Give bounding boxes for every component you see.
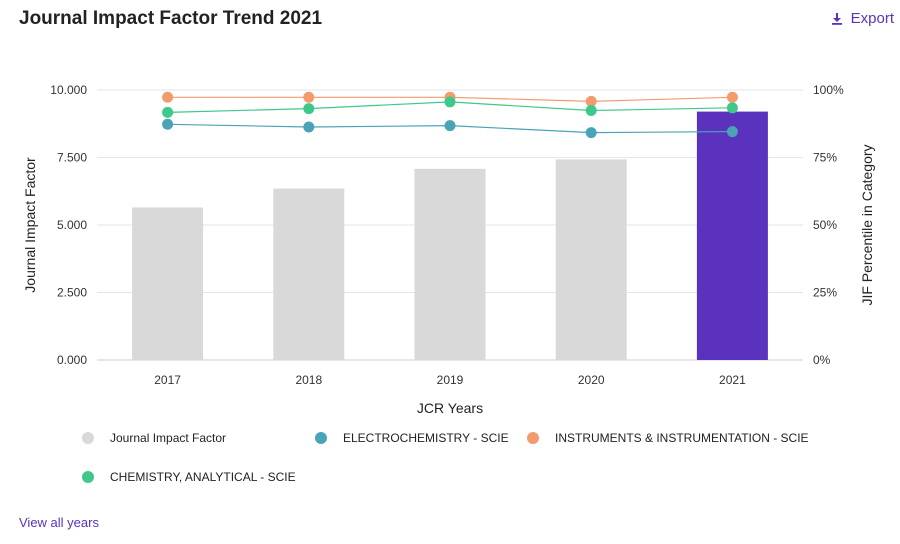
y2-axis-title: JIF Percentile in Category	[859, 144, 875, 305]
export-label: Export	[850, 10, 894, 27]
x-tick-label: 2018	[295, 373, 322, 387]
y2-tick-label: 0%	[813, 353, 831, 367]
legend-item-electrochemistry[interactable]: ELECTROCHEMISTRY - SCIE	[315, 431, 509, 445]
x-tick-label: 2021	[719, 373, 746, 387]
jif-trend-chart: 0.000 2.500 5.000 7.500 10.000 0% 25% 50% 75% 100…	[22, 83, 875, 416]
point-electrochemistry	[585, 127, 597, 139]
bar-2019	[414, 168, 486, 360]
x-tick-label: 2020	[578, 373, 605, 387]
legend-item-chemistry[interactable]: CHEMISTRY, ANALYTICAL - SCIE	[82, 470, 296, 484]
bar-2018	[273, 188, 345, 360]
legend-item-jif[interactable]: Journal Impact Factor	[82, 431, 226, 445]
x-tick-label: 2017	[154, 373, 181, 387]
legend-label-electrochemistry: ELECTROCHEMISTRY - SCIE	[343, 431, 509, 445]
view-all-years-link[interactable]: View all years	[19, 515, 99, 530]
legend-swatch-jif	[82, 432, 94, 444]
legend-label-instruments: INSTRUMENTS & INSTRUMENTATION - SCIE	[555, 431, 809, 445]
bar-2017	[132, 207, 204, 360]
y-tick-label: 2.500	[57, 286, 87, 300]
point-chemistry	[162, 106, 174, 118]
point-chemistry	[444, 96, 456, 108]
y2-tick-label: 75%	[813, 151, 837, 165]
y-tick-label: 5.000	[57, 218, 87, 232]
point-electrochemistry	[726, 126, 738, 138]
legend-swatch-chemistry	[82, 471, 94, 483]
point-chemistry	[303, 103, 315, 115]
bar-2021	[696, 111, 768, 360]
x-tick-label: 2019	[437, 373, 464, 387]
chart-title: Journal Impact Factor Trend 2021	[19, 8, 323, 29]
y-tick-label: 7.500	[57, 151, 87, 165]
point-chemistry	[585, 105, 597, 117]
legend-label-jif: Journal Impact Factor	[110, 431, 227, 445]
y2-tick-label: 50%	[813, 218, 837, 232]
legend-item-instruments[interactable]: INSTRUMENTS & INSTRUMENTATION - SCIE	[527, 431, 809, 445]
y2-tick-label: 25%	[813, 286, 837, 300]
legend-swatch-electrochemistry	[315, 432, 327, 444]
point-electrochemistry	[162, 118, 174, 130]
y-tick-label: 10.000	[50, 83, 87, 97]
legend-label-chemistry: CHEMISTRY, ANALYTICAL - SCIE	[110, 470, 296, 484]
download-icon	[831, 13, 842, 25]
point-chemistry	[726, 102, 738, 114]
point-instruments	[585, 95, 597, 107]
point-instruments	[303, 91, 315, 103]
export-button[interactable]: Export	[831, 10, 894, 27]
point-electrochemistry	[303, 121, 315, 133]
y-tick-label: 0.000	[57, 353, 87, 367]
y-axis-title: Journal Impact Factor	[22, 157, 38, 293]
y2-tick-label: 100%	[813, 83, 844, 97]
point-instruments	[162, 91, 174, 103]
x-axis-title: JCR Years	[417, 400, 483, 416]
point-instruments	[726, 91, 738, 103]
bar-2020	[555, 159, 627, 360]
legend-swatch-instruments	[527, 432, 539, 444]
point-electrochemistry	[444, 120, 456, 132]
